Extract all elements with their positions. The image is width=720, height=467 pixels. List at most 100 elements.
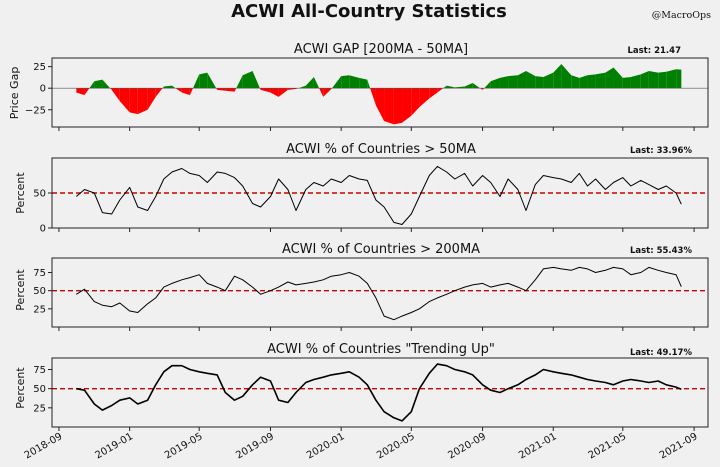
panel-trending-up-yticks: 75 50 25 (33, 365, 52, 414)
gap-area-negative (370, 88, 376, 106)
gap-area-positive (640, 70, 649, 89)
panel-gap-title: ACWI GAP [200MA - 50MA] (294, 42, 468, 57)
ytick-label: 50 (33, 189, 46, 200)
panel-gap-frame (51, 57, 709, 128)
gap-area-positive (454, 86, 465, 89)
gap-area-positive (341, 75, 350, 89)
panel-gap-yticks: 25 0 −25 (25, 62, 52, 116)
panel-50ma: ACWI % of Countries > 50MA Last: 33.96% … (14, 142, 709, 235)
gap-area-positive (561, 64, 572, 89)
gap-area-negative (411, 88, 420, 116)
gap-area-negative (480, 88, 483, 90)
gap-area-positive (648, 70, 659, 89)
panel-50ma-yticks: 50 0 (33, 189, 52, 235)
gap-area-negative (129, 88, 138, 115)
gap-area-positive (199, 72, 208, 89)
gap-area-positive (613, 67, 623, 89)
gap-area-negative (76, 88, 85, 96)
gap-area-positive (207, 72, 217, 89)
panel-200ma: ACWI % of Countries > 200MA Last: 55.43%… (14, 242, 709, 331)
gap-area-positive (517, 70, 527, 89)
gap-area-positive (543, 72, 554, 89)
panel-gap: ACWI GAP [200MA - 50MA] Last: 21.47 Pric… (8, 42, 709, 131)
panel-trending-up-frame (51, 357, 709, 428)
panel-50ma-frame (51, 157, 709, 229)
gap-area-positive (526, 70, 536, 89)
panel-gap-ylabel: Price Gap (8, 67, 21, 120)
gap-area-positive (666, 69, 677, 89)
gap-area-negative (393, 88, 403, 125)
gap-area-negative (147, 88, 156, 110)
gap-area-negative (287, 88, 296, 90)
gap-area-positive (94, 79, 103, 89)
ytick-label: 50 (33, 286, 46, 297)
panel-50ma-last-value: Last: 33.96% (630, 146, 693, 156)
gap-area-negative (402, 88, 412, 123)
gap-area-positive (446, 85, 455, 89)
ytick-label: 75 (33, 268, 46, 279)
panel-gap-plot (52, 64, 708, 125)
gap-area-positive (622, 76, 631, 89)
gap-area-negative (217, 88, 226, 91)
panel-gap-last-value: Last: 21.47 (627, 46, 681, 56)
panel-50ma-title: ACWI % of Countries > 50MA (286, 142, 476, 157)
gap-area-positive (508, 75, 518, 89)
panel-200ma-last-value: Last: 55.43% (630, 246, 693, 256)
gap-area-negative (259, 88, 261, 90)
ytick-label: 25 (33, 403, 46, 414)
gap-area-positive (490, 77, 500, 89)
ytick-label: −25 (25, 105, 46, 116)
panel-trending-up-last-value: Last: 49.17% (630, 348, 693, 358)
figure-title: ACWI All-Country Statistics (231, 1, 507, 22)
panel-200ma-title: ACWI % of Countries > 200MA (282, 242, 480, 257)
gap-area-negative (225, 88, 235, 92)
ytick-label: 50 (33, 384, 46, 395)
credit-label: @MacroOps (652, 10, 711, 21)
gap-area-negative (119, 88, 130, 113)
gap-area-positive (252, 70, 260, 89)
gap-area-positive (193, 74, 200, 89)
gap-area-negative (234, 88, 237, 92)
series-line (75, 165, 682, 225)
series-line (76, 363, 682, 422)
gap-area-positive (236, 75, 243, 89)
panel-trending-up-plot (52, 363, 708, 422)
panel-50ma-ylabel: Percent (14, 172, 27, 214)
gap-area-positive (313, 76, 320, 89)
gap-area-negative (437, 88, 444, 93)
gap-area-positive (595, 72, 606, 89)
gap-area-negative (216, 88, 218, 90)
gap-area-positive (349, 75, 360, 89)
panel-200ma-yticks: 75 50 25 (33, 268, 52, 315)
gap-area-negative (319, 88, 324, 97)
gap-area-positive (484, 81, 491, 89)
gap-area-positive (553, 64, 562, 89)
gap-area-positive (676, 69, 682, 89)
gap-area-positive (298, 85, 306, 89)
gap-area-positive (305, 76, 314, 89)
gap-area-negative (375, 88, 385, 121)
ytick-label: 0 (40, 224, 46, 235)
gap-area-positive (472, 83, 481, 89)
panel-trending-up-title: ACWI % of Countries "Trending Up" (267, 342, 495, 357)
gap-area-positive (658, 71, 667, 89)
gap-area-positive (464, 83, 473, 89)
gap-area-negative (482, 88, 485, 90)
panel-200ma-ylabel: Percent (14, 269, 27, 311)
gap-area-positive (605, 67, 614, 89)
gap-area-negative (111, 88, 120, 102)
ytick-label: 25 (33, 62, 46, 73)
ytick-label: 25 (33, 304, 46, 315)
panel-trending-up-ylabel: Percent (14, 367, 27, 409)
gap-area-negative (84, 88, 90, 96)
gap-area-negative (429, 88, 438, 99)
gap-area-negative (278, 88, 288, 97)
gap-area-positive (571, 75, 580, 89)
gap-area-negative (323, 88, 332, 97)
gap-area-negative (137, 88, 148, 115)
gap-area-negative (270, 88, 279, 97)
gap-area-negative (155, 88, 163, 97)
gap-area-positive (331, 76, 342, 89)
gap-area-negative (260, 88, 271, 93)
gap-area-positive (367, 79, 371, 89)
